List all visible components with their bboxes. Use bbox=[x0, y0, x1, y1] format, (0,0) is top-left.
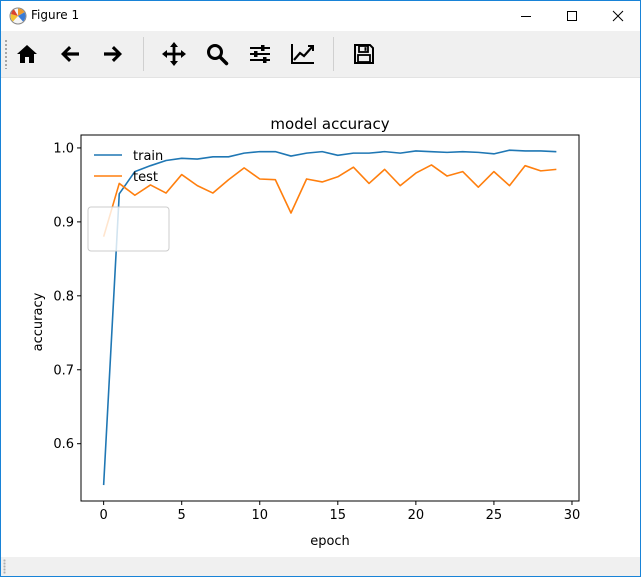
status-bar bbox=[1, 557, 640, 576]
plot-frame bbox=[80, 134, 580, 502]
chart-title: model accuracy bbox=[270, 115, 389, 133]
magnifier-icon bbox=[207, 44, 229, 66]
toolbar-grip[interactable] bbox=[4, 39, 8, 69]
legend-label-test: test bbox=[133, 170, 158, 185]
move-icon bbox=[162, 42, 186, 66]
x-tick-label: 15 bbox=[330, 508, 347, 523]
series-line-test bbox=[102, 164, 557, 237]
back-button[interactable] bbox=[53, 38, 87, 70]
minimize-button[interactable] bbox=[503, 1, 549, 31]
status-grip[interactable] bbox=[3, 559, 6, 574]
x-tick-label: 5 bbox=[178, 508, 186, 523]
x-tick-label: 20 bbox=[408, 508, 425, 523]
minimize-icon bbox=[521, 16, 531, 17]
y-tick-label: 0.9 bbox=[53, 215, 74, 230]
edit-axis-button[interactable] bbox=[286, 38, 320, 70]
arrow-left-icon bbox=[61, 46, 79, 62]
y-tick-label: 1.0 bbox=[53, 141, 74, 156]
configure-subplots-button[interactable] bbox=[243, 38, 277, 70]
figure-canvas[interactable]: model accuracy epoch accuracy 0 5 10 15 20 25… bbox=[1, 78, 640, 557]
forward-button[interactable] bbox=[96, 38, 130, 70]
y-tick-label: 0.6 bbox=[53, 437, 74, 452]
maximize-icon bbox=[567, 11, 577, 21]
legend-label-train: train bbox=[133, 149, 163, 164]
window-title: Figure 1 bbox=[31, 8, 80, 22]
x-tick-label: 10 bbox=[251, 508, 268, 523]
x-tick-label: 0 bbox=[99, 508, 107, 523]
matplotlib-logo-icon bbox=[9, 7, 27, 25]
legend-box bbox=[87, 206, 170, 252]
maximize-button[interactable] bbox=[549, 1, 595, 31]
series-line-train bbox=[102, 149, 557, 486]
zoom-button[interactable] bbox=[200, 38, 234, 70]
accuracy-chart: model accuracy epoch accuracy 0 5 10 15 20 25… bbox=[31, 115, 581, 549]
navigation-toolbar bbox=[1, 31, 640, 78]
y-tick-label: 0.8 bbox=[53, 289, 74, 304]
arrow-right-icon bbox=[104, 46, 122, 62]
line-chart-icon bbox=[291, 44, 314, 64]
home-button[interactable] bbox=[10, 38, 44, 70]
toolbar-separator bbox=[333, 37, 334, 71]
x-tick-label: 30 bbox=[564, 508, 581, 523]
sliders-icon bbox=[250, 45, 270, 63]
close-button[interactable] bbox=[595, 1, 641, 31]
save-button[interactable] bbox=[347, 38, 381, 70]
y-axis-label: accuracy bbox=[31, 292, 46, 351]
floppy-disk-icon bbox=[354, 44, 374, 64]
y-tick-label: 0.7 bbox=[53, 363, 74, 378]
pan-button[interactable] bbox=[157, 38, 191, 70]
x-axis-label: epoch bbox=[310, 534, 350, 549]
close-icon bbox=[612, 10, 624, 22]
home-icon bbox=[17, 45, 37, 63]
x-tick-label: 25 bbox=[486, 508, 503, 523]
toolbar-separator bbox=[143, 37, 144, 71]
title-bar[interactable]: Figure 1 bbox=[1, 1, 640, 31]
